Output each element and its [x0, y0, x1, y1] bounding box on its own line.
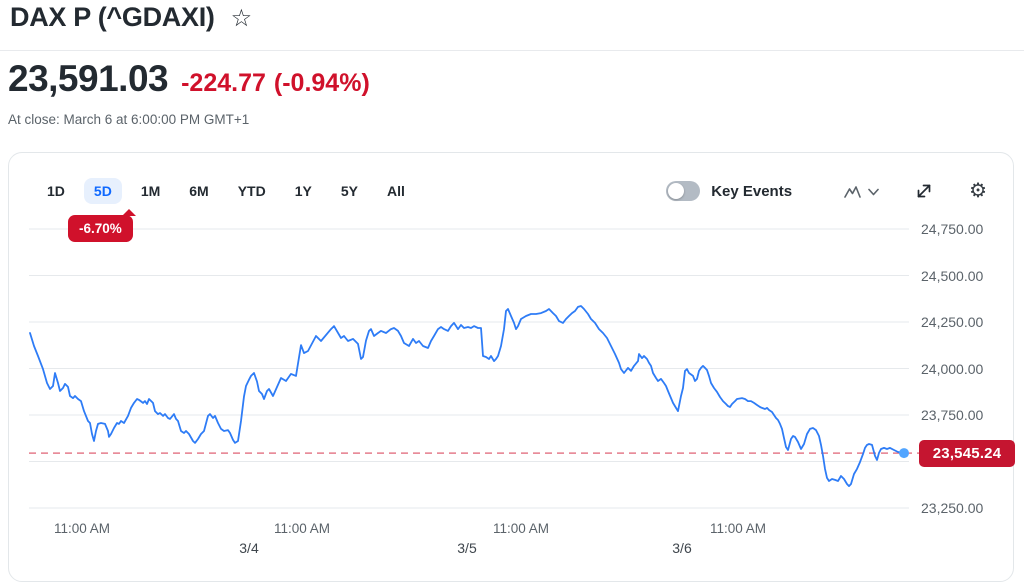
- y-axis-label: 24,500.00: [921, 267, 984, 284]
- x-axis-time-label: 11:00 AM: [273, 521, 331, 536]
- range-tabs: 1D 5D 1M 6M YTD 1Y 5Y All: [37, 178, 415, 204]
- chart-toolbar: 1D 5D 1M 6M YTD 1Y 5Y All Key Events: [37, 175, 987, 207]
- header-divider: [0, 50, 1024, 51]
- y-axis-label: 24,750.00: [921, 221, 984, 237]
- range-change-badge: -6.70%: [68, 209, 136, 242]
- x-axis-date-label: 3/6: [672, 540, 692, 556]
- key-events-label: Key Events: [711, 182, 793, 200]
- range-tab-5y[interactable]: 5Y: [331, 178, 368, 204]
- range-tab-6m[interactable]: 6M: [179, 178, 218, 204]
- chart-controls: Key Events: [666, 181, 987, 201]
- line-chart-type-icon[interactable]: [844, 184, 861, 199]
- y-axis-label: 24,250.00: [921, 314, 984, 330]
- page-title: DAX P (^GDAXI): [10, 2, 215, 32]
- price-row: 23,591.03 -224.77 (-0.94%): [8, 58, 370, 100]
- fullscreen-expand-icon[interactable]: [915, 182, 933, 200]
- last-price-dot: [899, 448, 909, 459]
- price-change-percent: (-0.94%): [273, 69, 370, 97]
- star-icon[interactable]: ☆: [230, 4, 253, 32]
- chart-card: 1D 5D 1M 6M YTD 1Y 5Y All Key Events: [8, 152, 1015, 582]
- price-change: -224.77: [181, 69, 266, 97]
- price-chart[interactable]: [9, 211, 1015, 561]
- current-price: 23,591.03: [8, 58, 169, 99]
- x-axis-time-label: 11:00 AM: [492, 521, 550, 536]
- last-price-badge: 23,545.24: [919, 440, 1015, 467]
- settings-gear-icon[interactable]: ⚙: [969, 180, 987, 202]
- x-axis-time-label: 11:00 AM: [709, 521, 767, 536]
- range-tab-all[interactable]: All: [377, 178, 415, 204]
- y-axis-label: 23,250.00: [921, 500, 984, 516]
- range-tab-1y[interactable]: 1Y: [285, 178, 322, 204]
- chevron-down-icon[interactable]: [868, 186, 879, 197]
- chart-type-control: [844, 184, 879, 199]
- x-axis-date-label: 3/5: [457, 540, 477, 556]
- price-line-series: [29, 305, 905, 488]
- at-close-note: At close: March 6 at 6:00:00 PM GMT+1: [8, 112, 250, 127]
- range-tab-1m[interactable]: 1M: [131, 178, 170, 204]
- title-row: DAX P (^GDAXI) ☆: [10, 2, 252, 33]
- x-axis-time-label: 11:00 AM: [53, 521, 111, 536]
- toggle-knob: [668, 183, 685, 199]
- key-events-toggle[interactable]: [666, 181, 701, 201]
- fullscreen-control: [915, 182, 933, 200]
- range-tab-1d[interactable]: 1D: [37, 178, 75, 204]
- range-tab-ytd[interactable]: YTD: [228, 178, 276, 204]
- x-axis-date-label: 3/4: [239, 540, 259, 556]
- y-axis-label: 23,750.00: [921, 407, 984, 423]
- range-tab-5d[interactable]: 5D: [83, 178, 122, 204]
- y-axis-label: 24,000.00: [921, 360, 984, 377]
